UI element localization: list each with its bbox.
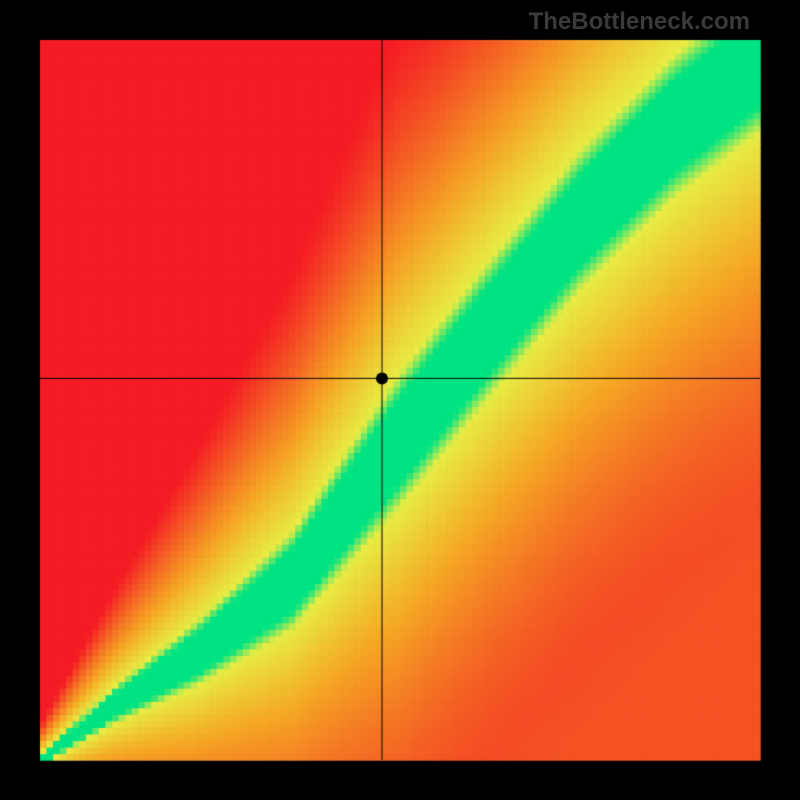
chart-frame: TheBottleneck.com <box>0 0 800 800</box>
watermark-text: TheBottleneck.com <box>529 8 750 36</box>
heatmap-canvas <box>0 0 800 800</box>
